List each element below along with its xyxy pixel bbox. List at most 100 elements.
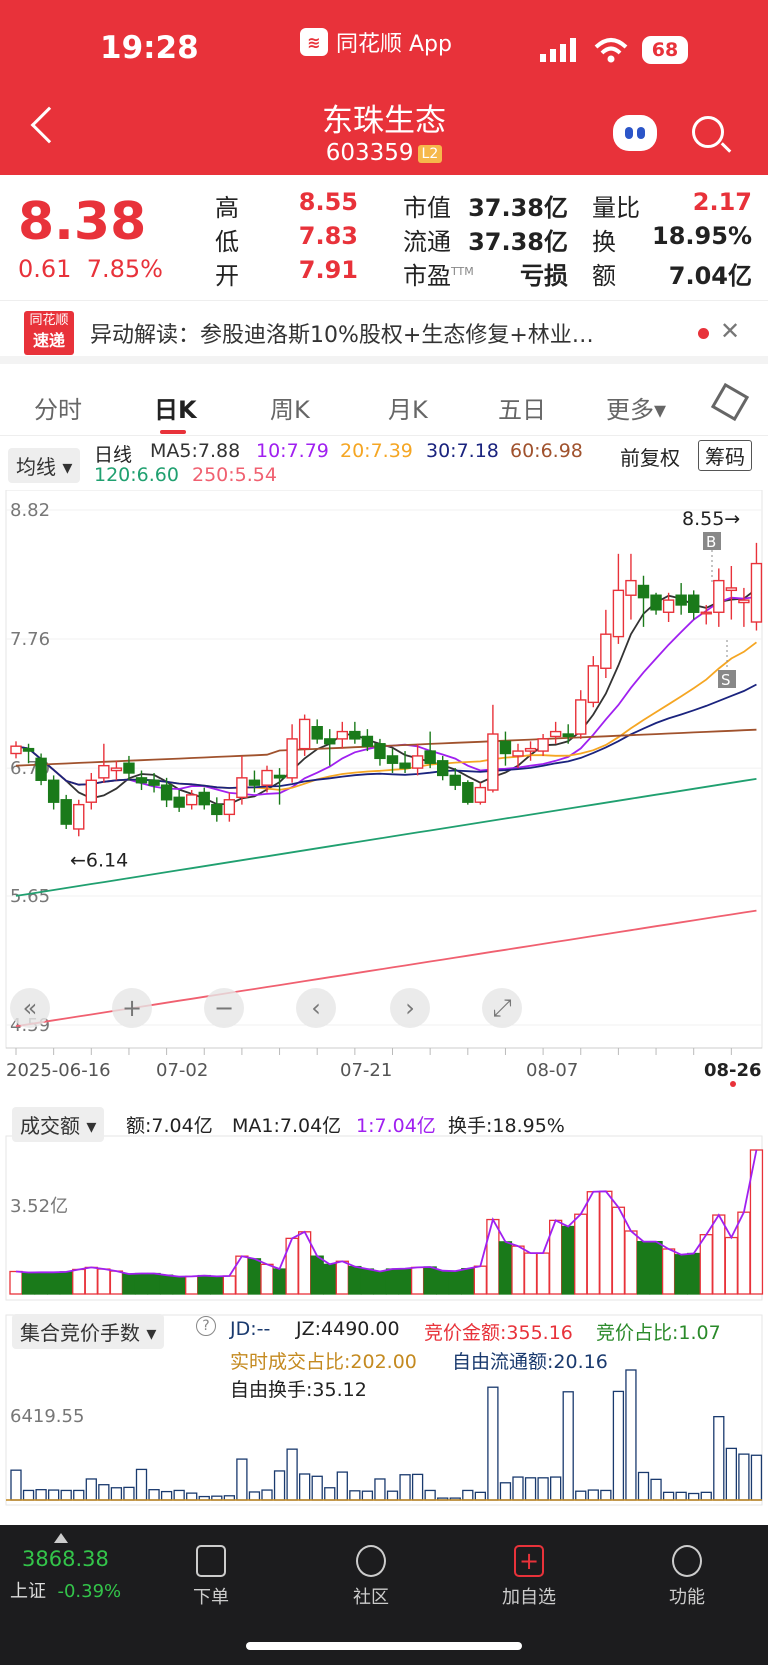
candle[interactable] [411,755,424,769]
nav-community[interactable]: 社区 [326,1545,416,1609]
auction-bar[interactable] [675,1491,687,1501]
candle[interactable] [85,779,98,803]
candle[interactable] [650,594,662,611]
candle[interactable] [487,733,499,791]
volume-bar[interactable] [486,1218,500,1295]
volume-bar[interactable] [536,1252,550,1295]
candle[interactable] [361,735,374,747]
auction-bar[interactable] [10,1469,22,1501]
auction-bar[interactable] [186,1492,198,1501]
candle[interactable] [236,777,248,799]
auction-bar[interactable] [236,1458,248,1501]
volume-bar[interactable] [586,1191,600,1295]
candle[interactable] [750,562,763,623]
volume-bar[interactable] [473,1265,488,1295]
volume-bar[interactable] [222,1275,237,1295]
auction-bar[interactable] [738,1453,750,1501]
candle[interactable] [424,750,436,764]
volume-bar[interactable] [448,1270,462,1295]
candle[interactable] [374,743,386,760]
auction-bar[interactable] [688,1492,700,1501]
volume-bar[interactable] [636,1240,651,1295]
candle[interactable] [437,760,449,777]
volume-bar[interactable] [599,1190,613,1295]
volume-bar[interactable] [611,1206,626,1295]
volume-bar[interactable] [523,1252,538,1295]
zoom-out-button[interactable]: − [204,988,244,1028]
volume-bar[interactable] [84,1266,98,1295]
candle[interactable] [662,599,675,613]
auction-bar[interactable] [411,1473,424,1501]
nav-order[interactable]: 下单 [166,1545,256,1609]
candle[interactable] [512,750,524,757]
candle[interactable] [587,665,599,704]
auction-bar[interactable] [298,1473,311,1501]
candle[interactable] [675,594,687,606]
candle[interactable] [499,740,512,755]
candle[interactable] [349,730,361,740]
candle[interactable] [286,738,298,779]
auction-bar[interactable] [725,1447,737,1501]
volume-bar[interactable] [59,1271,73,1295]
candle[interactable] [298,718,311,750]
auction-selector[interactable]: 集合竞价手数 ▾ [12,1314,165,1349]
auction-bar[interactable] [324,1487,336,1501]
volume-bar[interactable] [72,1268,86,1295]
robot-assistant-icon[interactable] [613,115,657,151]
volume-bar[interactable] [348,1265,362,1295]
buy-marker[interactable] [703,532,721,550]
auction-bar[interactable] [512,1476,524,1501]
candle[interactable] [462,782,474,803]
candle[interactable] [386,755,399,764]
status-app[interactable]: ≋ 同花顺 App [300,26,452,58]
auction-bar[interactable] [575,1490,587,1501]
volume-bar[interactable] [147,1272,161,1295]
auction-bar[interactable] [273,1470,286,1501]
volume-bar[interactable] [323,1263,337,1295]
volume-bar[interactable] [159,1274,174,1295]
volume-bar[interactable] [122,1273,136,1295]
candle[interactable] [738,599,750,604]
kline-chart[interactable]: 8.827.766.705.654.598.55→←6.14BS3.52亿641… [0,490,768,1525]
auction-bar[interactable] [160,1490,173,1501]
adjust-mode[interactable]: 前复权 [620,446,680,470]
candle[interactable] [688,594,700,613]
auction-bar[interactable] [286,1448,298,1501]
auction-bar[interactable] [173,1489,185,1501]
volume-bar[interactable] [47,1271,61,1295]
tab-weekly-k[interactable]: 周K [270,396,310,424]
volume-bar[interactable] [172,1275,186,1295]
auction-bar[interactable] [550,1476,562,1501]
auction-bar[interactable] [587,1489,599,1501]
tab-daily-k[interactable]: 日K [154,396,197,424]
auction-bar[interactable] [123,1486,135,1501]
candle[interactable] [185,794,198,806]
auction-bar[interactable] [336,1471,348,1501]
auction-bar[interactable] [85,1478,97,1501]
auction-bar[interactable] [462,1489,474,1501]
volume-bar[interactable] [272,1268,287,1295]
candle[interactable] [123,762,135,774]
volume-bar[interactable] [423,1266,437,1295]
auction-bar[interactable] [22,1489,35,1501]
volume-bar[interactable] [498,1241,513,1295]
auction-bar[interactable] [499,1482,512,1501]
volume-bar[interactable] [9,1270,23,1295]
auction-bar[interactable] [248,1491,261,1501]
auction-bar[interactable] [424,1489,436,1501]
volume-bar[interactable] [109,1270,124,1295]
volume-bar[interactable] [511,1245,525,1295]
index-name[interactable]: 上证 -0.39% [10,1577,121,1603]
candle[interactable] [713,579,725,613]
candle[interactable] [600,633,612,669]
scroll-left-button[interactable]: ‹ [296,988,336,1028]
candle[interactable] [223,799,236,816]
candle[interactable] [637,584,650,599]
candle[interactable] [562,733,574,738]
auction-bar[interactable] [35,1489,47,1501]
scroll-right-button[interactable]: › [390,988,430,1028]
auction-bar[interactable] [386,1490,399,1501]
auction-bar[interactable] [311,1475,323,1501]
candle[interactable] [135,777,148,784]
candle[interactable] [10,745,22,755]
